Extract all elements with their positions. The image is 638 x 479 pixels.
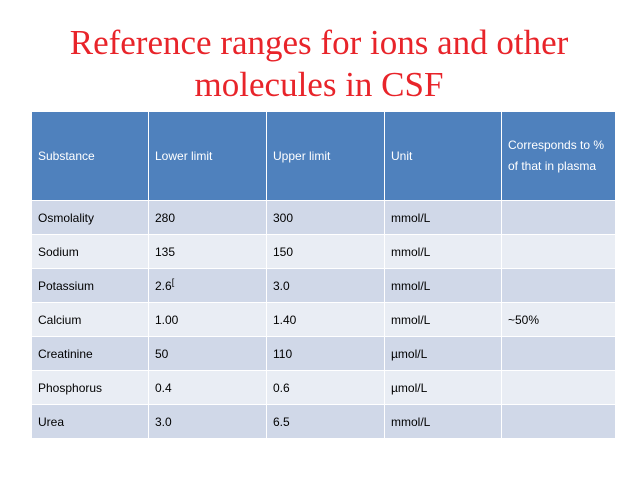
- reference-ranges-table: Substance Lower limit Upper limit Unit C…: [31, 111, 616, 439]
- header-lower-limit: Lower limit: [148, 111, 267, 201]
- cell-upper-limit: 6.5: [266, 404, 385, 439]
- cell-substance: Urea: [31, 404, 149, 439]
- cell-substance: Potassium: [31, 268, 149, 303]
- cell-lower-limit-value: 2.6: [155, 278, 172, 293]
- cell-lower-limit: 1.00: [148, 302, 267, 337]
- footnote-marker: [: [171, 276, 175, 287]
- table-header-row: Substance Lower limit Upper limit Unit C…: [31, 111, 616, 201]
- cell-upper-limit: 0.6: [266, 370, 385, 405]
- cell-percent: [501, 268, 616, 303]
- header-substance: Substance: [31, 111, 149, 201]
- cell-substance: Creatinine: [31, 336, 149, 371]
- cell-substance: Sodium: [31, 234, 149, 269]
- cell-upper-limit: 3.0: [266, 268, 385, 303]
- cell-unit: mmol/L: [384, 404, 502, 439]
- table-row: Potassium 2.6[ 3.0 mmol/L: [31, 268, 616, 303]
- cell-upper-limit: 150: [266, 234, 385, 269]
- table-row: Urea 3.0 6.5 mmol/L: [31, 404, 616, 439]
- slide-title-line-2: molecules in CSF: [194, 65, 444, 104]
- cell-upper-limit: 1.40: [266, 302, 385, 337]
- cell-lower-limit: 3.0: [148, 404, 267, 439]
- cell-percent: [501, 404, 616, 439]
- header-unit: Unit: [384, 111, 502, 201]
- cell-substance: Calcium: [31, 302, 149, 337]
- table-row: Creatinine 50 110 µmol/L: [31, 336, 616, 371]
- cell-lower-limit: 0.4: [148, 370, 267, 405]
- cell-substance: Phosphorus: [31, 370, 149, 405]
- cell-unit: mmol/L: [384, 200, 502, 235]
- cell-percent: ~50%: [501, 302, 616, 337]
- cell-lower-limit: 2.6[: [148, 268, 267, 303]
- cell-percent: [501, 234, 616, 269]
- cell-percent: [501, 370, 616, 405]
- header-percent-of-plasma: Corresponds to % of that in plasma: [501, 111, 616, 201]
- cell-unit: mmol/L: [384, 268, 502, 303]
- cell-lower-limit: 135: [148, 234, 267, 269]
- table-row: Calcium 1.00 1.40 mmol/L ~50%: [31, 302, 616, 337]
- slide-title: Reference ranges for ions and other mole…: [0, 22, 638, 106]
- cell-percent: [501, 200, 616, 235]
- cell-percent: [501, 336, 616, 371]
- cell-lower-limit: 50: [148, 336, 267, 371]
- header-upper-limit: Upper limit: [266, 111, 385, 201]
- table-row: Osmolality 280 300 mmol/L: [31, 200, 616, 235]
- table-row: Sodium 135 150 mmol/L: [31, 234, 616, 269]
- cell-upper-limit: 300: [266, 200, 385, 235]
- table-row: Phosphorus 0.4 0.6 µmol/L: [31, 370, 616, 405]
- cell-upper-limit: 110: [266, 336, 385, 371]
- slide-title-line-1: Reference ranges for ions and other: [69, 23, 569, 62]
- cell-lower-limit: 280: [148, 200, 267, 235]
- cell-unit: mmol/L: [384, 302, 502, 337]
- cell-unit: µmol/L: [384, 336, 502, 371]
- cell-substance: Osmolality: [31, 200, 149, 235]
- cell-unit: µmol/L: [384, 370, 502, 405]
- cell-unit: mmol/L: [384, 234, 502, 269]
